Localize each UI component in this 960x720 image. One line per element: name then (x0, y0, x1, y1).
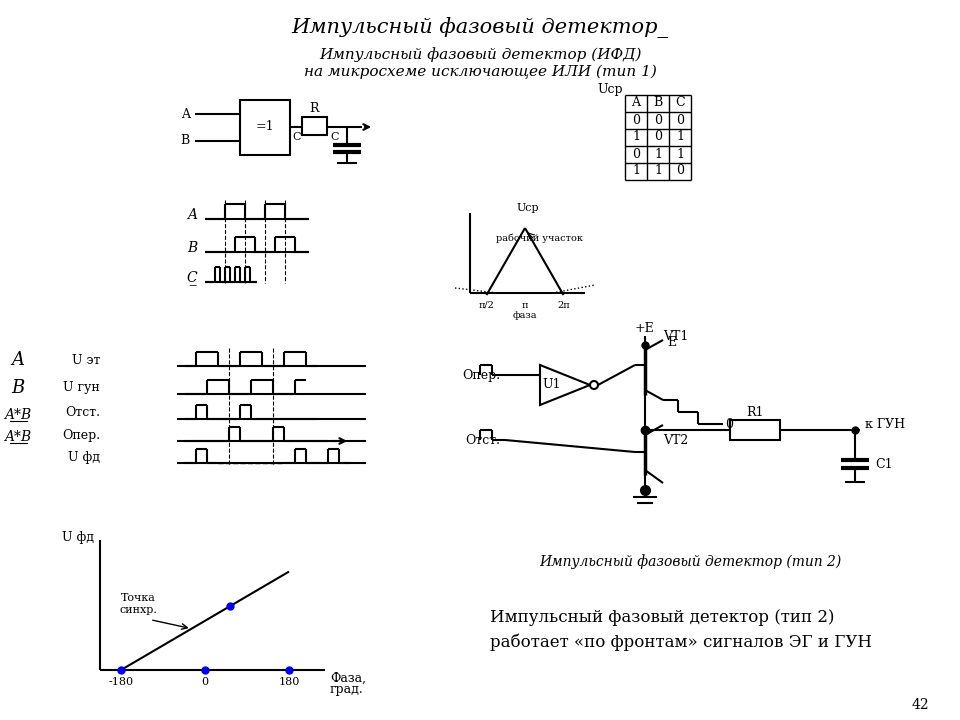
Bar (302, 117, 327, 135)
Text: Uср: Uср (597, 84, 623, 96)
Text: C: C (293, 132, 301, 142)
Text: 2π: 2π (557, 300, 570, 310)
Text: 0: 0 (676, 164, 684, 178)
Text: 180: 180 (278, 677, 300, 687)
Text: 1: 1 (654, 164, 662, 178)
Text: Импульсный фазовый детектор_: Импульсный фазовый детектор_ (292, 17, 668, 38)
Text: B: B (12, 379, 25, 397)
Text: -180: -180 (108, 677, 133, 687)
Text: Опер.: Опер. (462, 369, 500, 382)
Text: град.: град. (330, 683, 364, 696)
Text: U фд: U фд (62, 531, 94, 544)
Text: 1: 1 (654, 148, 662, 161)
Text: Отст.: Отст. (465, 433, 500, 446)
Text: 1: 1 (676, 148, 684, 161)
Text: C1: C1 (875, 457, 893, 470)
Text: Импульсный фазовый детектор (тип 2): Импульсный фазовый детектор (тип 2) (490, 610, 834, 626)
Text: 0: 0 (632, 114, 640, 127)
Text: B: B (654, 96, 662, 109)
Text: Фаза,: Фаза, (330, 672, 366, 685)
Text: R1: R1 (746, 405, 764, 418)
Text: A: A (181, 107, 190, 120)
Text: B: B (180, 135, 190, 148)
Text: работает «по фронтам» сигналов ЭГ и ГУН: работает «по фронтам» сигналов ЭГ и ГУН (490, 634, 872, 651)
Text: R: R (309, 102, 319, 115)
Text: VT2: VT2 (663, 433, 688, 446)
Text: Отст.: Отст. (65, 407, 100, 420)
Text: E: E (667, 336, 676, 349)
Text: 0: 0 (632, 148, 640, 161)
Text: Точка
синхр.: Точка синхр. (119, 593, 156, 615)
Text: рабочий участок: рабочий участок (496, 233, 584, 243)
Text: 0: 0 (654, 114, 662, 127)
Text: на микросхеме исключающее ИЛИ (тип 1): на микросхеме исключающее ИЛИ (тип 1) (303, 65, 657, 79)
Text: U гун: U гун (63, 382, 100, 395)
Text: 0: 0 (676, 114, 684, 127)
Text: фаза: фаза (513, 310, 538, 320)
Text: A*B: A*B (5, 408, 32, 422)
Text: =1: =1 (255, 120, 275, 133)
Text: C: C (331, 132, 339, 142)
Text: к ГУН: к ГУН (865, 418, 905, 431)
Text: A*B: A*B (5, 430, 32, 444)
Text: U1: U1 (542, 379, 562, 392)
Text: 0: 0 (725, 418, 733, 431)
Text: U фд: U фд (68, 451, 100, 464)
Text: VT1: VT1 (663, 330, 688, 343)
Text: 42: 42 (911, 698, 929, 712)
Text: A: A (187, 208, 197, 222)
Text: Импульсный фазовый детектор (ИФД): Импульсный фазовый детектор (ИФД) (319, 48, 641, 63)
Text: Uср: Uср (516, 203, 540, 213)
Text: 1: 1 (632, 130, 640, 143)
Polygon shape (540, 365, 590, 405)
Text: 0: 0 (202, 677, 208, 687)
Text: π: π (522, 300, 528, 310)
Text: C̲: C̲ (186, 271, 197, 285)
Text: U эт: U эт (72, 354, 100, 366)
Text: Импульсный фазовый детектор (тип 2): Импульсный фазовый детектор (тип 2) (539, 554, 841, 570)
Text: C: C (675, 96, 684, 109)
Bar (730, 420, 780, 440)
Text: π/2: π/2 (479, 300, 494, 310)
Text: 0: 0 (654, 130, 662, 143)
Text: A: A (12, 351, 25, 369)
Text: +E: +E (636, 322, 655, 335)
Text: B: B (187, 241, 197, 255)
Text: 1: 1 (632, 164, 640, 178)
Text: 1: 1 (676, 130, 684, 143)
Text: Опер.: Опер. (61, 428, 100, 441)
Text: A: A (632, 96, 640, 109)
Bar (240, 100, 290, 155)
